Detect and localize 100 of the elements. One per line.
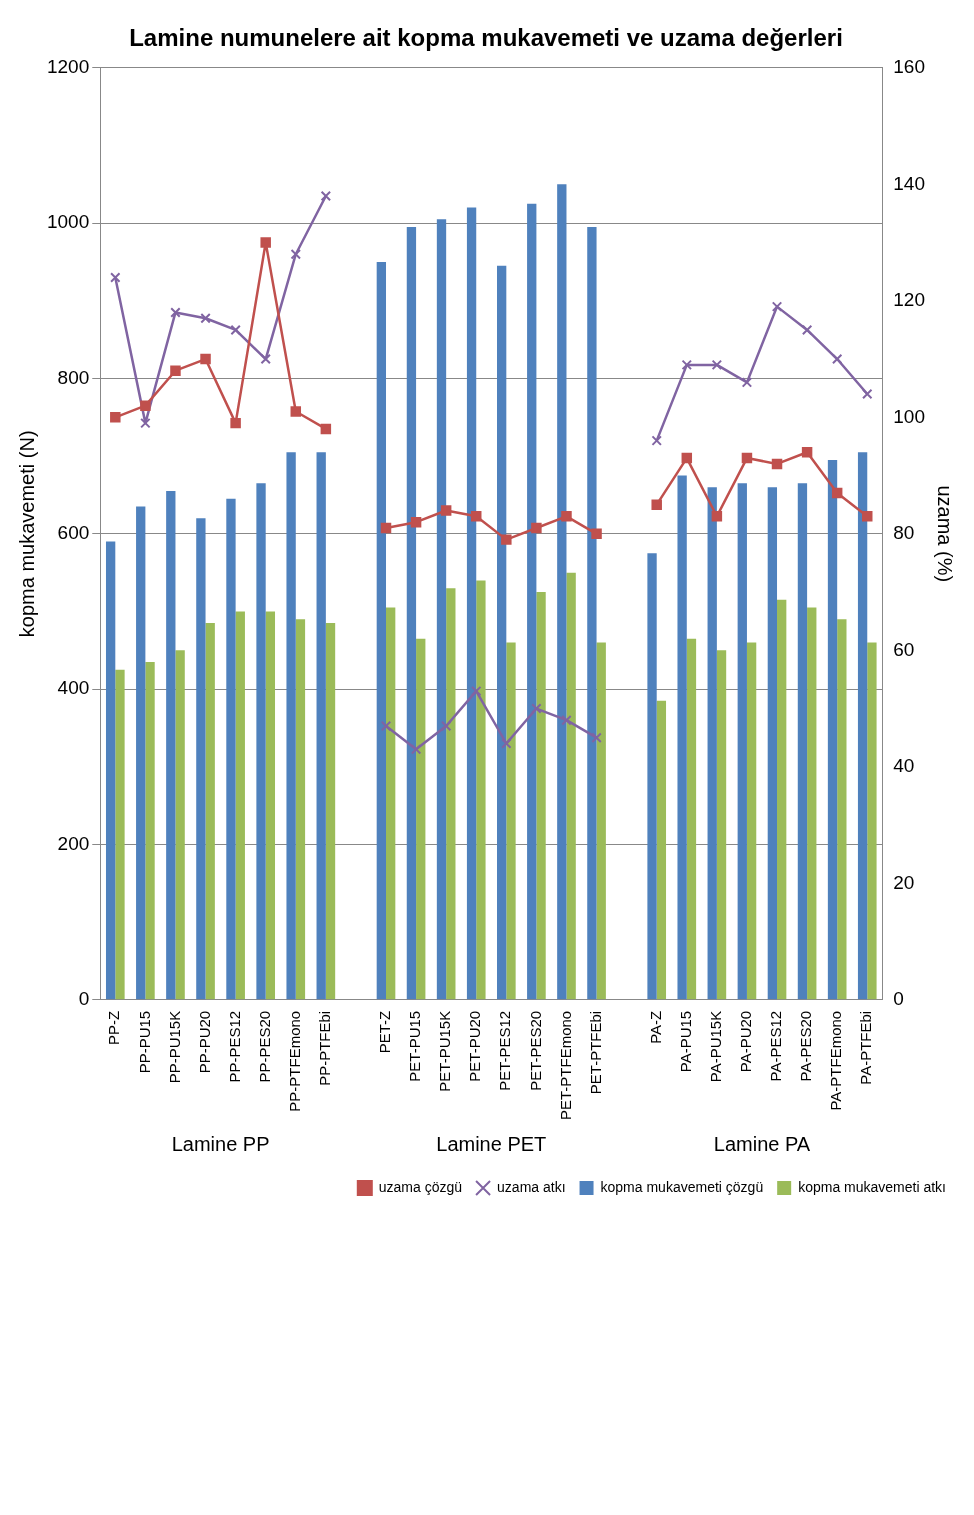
bar: [647, 553, 657, 1000]
bar: [226, 498, 236, 1000]
point: [290, 406, 302, 417]
y2-tick-label: 120: [893, 289, 925, 311]
y2-tick-label: 60: [893, 638, 915, 660]
point: [440, 720, 452, 732]
point: [651, 435, 662, 446]
point: [862, 388, 873, 400]
point: [651, 499, 662, 510]
bar: [716, 650, 727, 1000]
point: [681, 452, 693, 464]
x-tick-label: PP-PU15: [135, 1010, 153, 1074]
x-tick-label: PET-Z: [376, 1010, 394, 1054]
bar: [497, 265, 507, 1000]
point: [170, 365, 181, 376]
x-tick-label: PA-Z: [646, 1010, 664, 1044]
y-axis-title: kopma mukavemeti (N): [15, 430, 38, 638]
bar: [837, 619, 847, 1000]
bar: [466, 207, 477, 1000]
y2-axis-title: uzama (%): [934, 485, 957, 583]
bar: [376, 261, 387, 1000]
bar: [256, 483, 266, 1000]
point: [230, 417, 241, 429]
point: [741, 452, 753, 464]
point: [320, 190, 332, 202]
point: [862, 511, 873, 522]
bar: [265, 611, 276, 1000]
point: [681, 359, 693, 371]
point: [591, 732, 602, 743]
point: [440, 505, 452, 516]
point: [410, 516, 422, 528]
point: [380, 720, 392, 732]
point: [591, 528, 602, 540]
x-tick-label: PET-PTFEbi: [586, 1010, 604, 1095]
x-tick-label: PP-PU20: [195, 1010, 213, 1074]
point: [501, 738, 512, 749]
bar: [506, 642, 516, 1000]
x-tick-label: PP-PES12: [225, 1010, 243, 1083]
point: [801, 324, 813, 336]
bar: [536, 592, 546, 1000]
x-tick-label: PET-PTFEmono: [556, 1010, 574, 1121]
y2-tick-label: 140: [893, 172, 925, 194]
y-tick-label: 400: [57, 677, 90, 699]
point: [110, 412, 121, 423]
bar: [476, 580, 486, 1000]
bar: [145, 661, 155, 1000]
x-tick-label: PA-PU20: [737, 1010, 755, 1073]
x-tick-label: PA-PES12: [767, 1010, 785, 1082]
point: [170, 307, 181, 318]
y-tick-label: 800: [57, 366, 90, 388]
bar: [166, 491, 176, 1000]
point: [711, 511, 723, 522]
point: [561, 511, 572, 522]
bar: [286, 452, 296, 1000]
bar: [136, 506, 146, 1000]
y-tick-label: 200: [57, 832, 90, 854]
point: [110, 272, 121, 283]
point: [471, 685, 482, 697]
point: [200, 313, 211, 324]
x-tick-label: PP-PTFEbi: [315, 1010, 333, 1086]
x-tick-label: PP-PU15K: [165, 1010, 183, 1084]
point: [260, 237, 271, 248]
point: [260, 353, 271, 365]
point: [320, 423, 332, 435]
bar: [566, 572, 576, 1000]
point: [771, 458, 783, 470]
x-tick-label: PET-PU15: [406, 1010, 424, 1082]
legend-label: kopma mukavemeti atkı: [798, 1178, 947, 1195]
bar: [446, 588, 456, 1000]
x-tick-label: PET-PU15K: [436, 1010, 454, 1092]
x-tick-label: PET-PU20: [466, 1010, 484, 1082]
chart-title: Lamine numunelere ait kopma mukavemeti ve uzama değerleri: [129, 24, 843, 52]
x-tick-label: PA-PU15: [676, 1010, 694, 1073]
point: [230, 324, 241, 336]
bar: [295, 619, 306, 1000]
point: [831, 487, 843, 499]
bar: [707, 487, 717, 1000]
y-tick-label: 1200: [46, 56, 90, 78]
text: Lamine PET: [436, 1132, 547, 1155]
x-tick-label: PP-PES20: [255, 1010, 273, 1083]
bar: [175, 650, 185, 1000]
x-tick-label: PP-PTFEmono: [285, 1010, 303, 1112]
x-tick-label: PET-PES20: [526, 1010, 544, 1091]
bar: [686, 638, 697, 1000]
point: [801, 447, 813, 458]
y2-tick-label: 20: [893, 871, 915, 893]
legend-label: uzama atkı: [497, 1178, 566, 1195]
bar: [587, 227, 597, 1000]
y-tick-label: 600: [57, 522, 90, 544]
point: [380, 522, 392, 534]
bar: [557, 184, 567, 1000]
bar: [527, 203, 537, 1000]
legend-label: uzama çözgü: [378, 1178, 463, 1195]
bar: [196, 518, 206, 1000]
text: Lamine PP: [171, 1132, 270, 1155]
bar: [596, 642, 606, 1000]
point: [711, 359, 723, 371]
point: [410, 744, 422, 755]
x-tick-label: PA-PTFEbi: [857, 1010, 875, 1085]
x-tick-label: PET-PES12: [496, 1010, 514, 1091]
